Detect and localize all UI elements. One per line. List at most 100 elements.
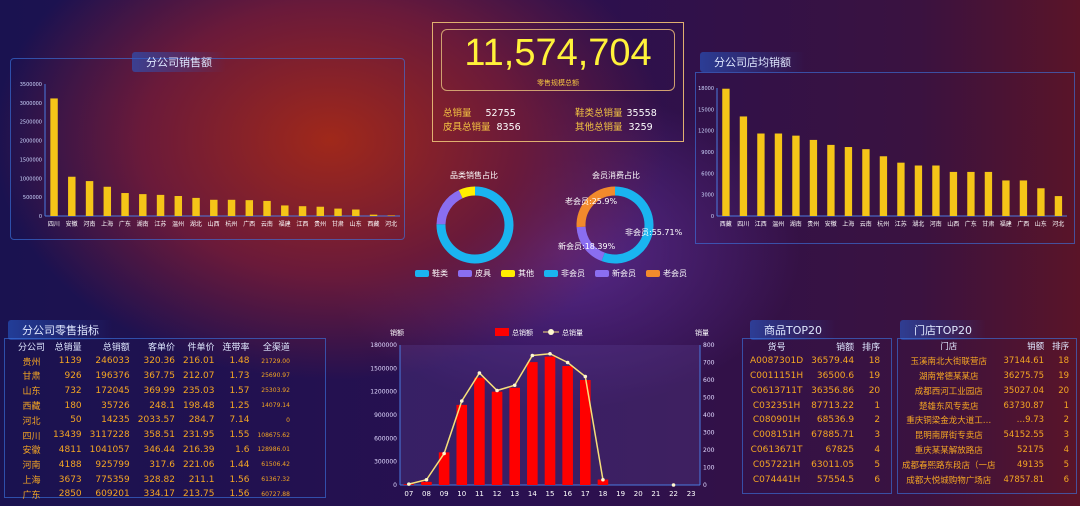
y-tick-label: 1800000 bbox=[370, 342, 397, 349]
table-cell: 196376 bbox=[95, 370, 130, 381]
qty-point-18 bbox=[601, 477, 605, 482]
table-cell: 6 bbox=[874, 474, 881, 485]
bar-15 bbox=[544, 356, 556, 485]
table-cell: C057221H bbox=[752, 459, 801, 470]
table-row[interactable]: 河北 50 14235 2033.57 284.7 7.14 0 bbox=[14, 413, 294, 428]
table-cell: 3 bbox=[1063, 430, 1070, 441]
x-tick-label: 福建 bbox=[1000, 220, 1012, 228]
sales-panel-title: 分公司销售额 bbox=[132, 52, 226, 72]
table-cell: 山东 bbox=[22, 387, 41, 398]
table-row[interactable]: 玉溪南北大街联营店 37144.61 18 bbox=[898, 354, 1073, 369]
table-cell: 0 bbox=[286, 416, 290, 424]
column-header[interactable]: 总销量 bbox=[54, 342, 82, 353]
x-tick-label: 江西 bbox=[296, 221, 308, 228]
column-header[interactable]: 全渠道 bbox=[262, 342, 290, 353]
retail-panel-frame bbox=[4, 338, 326, 498]
column-header[interactable]: 件单价 bbox=[187, 342, 215, 353]
category-donut-title: 品类销售占比 bbox=[450, 171, 498, 180]
table-row[interactable]: C0613711T 36356.86 20 bbox=[746, 383, 884, 398]
table-row[interactable]: 昆明南屏街专卖店 54152.55 3 bbox=[898, 428, 1073, 443]
legend-shoes[interactable]: 鞋类 bbox=[415, 268, 448, 279]
table-row[interactable]: C057221H 63011.05 5 bbox=[746, 457, 884, 472]
table-row[interactable]: 西藏 180 35726 248.1 198.48 1.25 14079.14 bbox=[14, 398, 294, 413]
table-row[interactable]: 成都大悦城购物广场店 47857.81 6 bbox=[898, 472, 1073, 487]
table-cell: 68536.9 bbox=[816, 415, 855, 426]
table-row[interactable]: C032351H 87713.22 1 bbox=[746, 398, 884, 413]
table-row[interactable]: 广东 2850 609201 334.17 213.75 1.56 60727.88 bbox=[14, 487, 294, 502]
table-cell: 18 bbox=[1058, 356, 1070, 367]
table-cell: 安徽 bbox=[22, 446, 41, 457]
table-cell: 212.07 bbox=[182, 370, 215, 381]
table-row[interactable]: 重庆铜梁金龙大道工… …9.73 2 bbox=[898, 413, 1073, 428]
column-header[interactable]: 排序 bbox=[1052, 342, 1070, 353]
table-cell: 4 bbox=[1063, 444, 1070, 455]
table-cell: 西藏 bbox=[22, 402, 41, 413]
table-row[interactable]: C074441H 57554.5 6 bbox=[746, 472, 884, 487]
legend-leather[interactable]: 皮具 bbox=[458, 268, 491, 279]
bar-湖北 bbox=[192, 197, 200, 216]
bar-山东 bbox=[1037, 188, 1045, 216]
table-cell: 732 bbox=[64, 385, 82, 396]
legend-non-member[interactable]: 非会员 bbox=[544, 268, 585, 279]
legend-old-member[interactable]: 老会员 bbox=[646, 268, 687, 279]
column-header[interactable]: 销额 bbox=[1027, 342, 1045, 353]
table-row[interactable]: C080901H 68536.9 2 bbox=[746, 413, 884, 428]
column-header[interactable]: 排序 bbox=[862, 342, 881, 353]
column-header[interactable]: 门店 bbox=[940, 342, 958, 353]
table-row[interactable]: 湖南常德某某店 36275.75 19 bbox=[898, 369, 1073, 384]
table-header: 门店 销额 排序 bbox=[898, 339, 1073, 354]
table-cell: 36579.44 bbox=[811, 356, 855, 367]
table-row[interactable]: C0011151H 36500.6 19 bbox=[746, 369, 884, 384]
x-tick-label: 山东 bbox=[350, 220, 362, 228]
table-cell: 2 bbox=[1063, 415, 1070, 426]
stat-shoes-qty: 鞋类总销量 35558 bbox=[575, 108, 657, 119]
bar-河北 bbox=[1054, 196, 1063, 216]
qty-point-22 bbox=[671, 483, 676, 487]
table-row[interactable]: 四川 13439 3117228 358.51 231.95 1.55 108675.62 bbox=[14, 428, 294, 443]
table-row[interactable]: 楚雄东风专卖店 63730.87 1 bbox=[898, 398, 1073, 413]
table-cell: 2 bbox=[874, 415, 881, 426]
y-tick-label: 0 bbox=[39, 214, 42, 220]
bar-08 bbox=[421, 481, 432, 485]
table-cell: 1.57 bbox=[229, 385, 250, 396]
bar-湖北 bbox=[914, 165, 923, 216]
table-cell: 4188 bbox=[58, 459, 82, 470]
table-cell: 2033.57 bbox=[137, 415, 175, 426]
table-cell: 14235 bbox=[101, 415, 130, 426]
qty-line bbox=[408, 352, 604, 485]
bar-湖南 bbox=[792, 135, 800, 216]
avg-bar-chart: 0 3000 6000 9000 12000 15000 18000 西藏 四川 江西 温州 湖南 贵州… bbox=[698, 86, 1067, 228]
table-header: 分公司 总销量 总销额 客单价 件单价 连带率 全渠道 bbox=[14, 339, 294, 354]
column-header[interactable]: 销额 bbox=[836, 342, 855, 353]
table-row[interactable]: A0087301D 36579.44 18 bbox=[746, 354, 884, 369]
table-row[interactable]: 成都西河工业园店 35027.04 20 bbox=[898, 383, 1073, 398]
y2-tick-label: 6000 bbox=[703, 377, 715, 384]
table-row[interactable]: C008151H 67885.71 3 bbox=[746, 428, 884, 443]
bar-江苏 bbox=[156, 194, 165, 216]
column-header[interactable]: 货号 bbox=[767, 342, 786, 353]
stat-leather-qty: 皮具总销量 8356 bbox=[443, 122, 521, 133]
bar-上海 bbox=[103, 186, 112, 216]
legend-other[interactable]: 其他 bbox=[501, 268, 534, 279]
column-header[interactable]: 客单价 bbox=[147, 342, 175, 353]
total-sales-value: 11,574,704 bbox=[464, 32, 652, 74]
x-tick-label: 杭州 bbox=[225, 220, 237, 228]
legend-new-member[interactable]: 新会员 bbox=[595, 268, 636, 279]
table-row[interactable]: 上海 3673 775359 328.82 211.1 1.56 61367.32 bbox=[14, 472, 294, 487]
table-row[interactable]: 成都春熙路东段店（一店 49135 5 bbox=[898, 457, 1073, 472]
table-row[interactable]: 重庆某某解放路店 52175 4 bbox=[898, 443, 1073, 458]
table-row[interactable]: 河南 4188 925799 317.6 221.06 1.44 61506.42 bbox=[14, 457, 294, 472]
column-header[interactable]: 分公司 bbox=[18, 342, 46, 353]
table-cell: 1.6 bbox=[235, 444, 250, 455]
x-tick-label: 20 bbox=[634, 490, 643, 498]
x-tick-label: 上海 bbox=[842, 220, 854, 228]
table-row[interactable]: 山东 732 172045 369.99 235.03 1.57 25303.92 bbox=[14, 383, 294, 398]
table-cell: 1041057 bbox=[89, 444, 130, 455]
x-tick-label: 19 bbox=[616, 490, 625, 498]
table-row[interactable]: 安徽 4811 1041057 346.44 216.39 1.6 128986.01 bbox=[14, 443, 294, 458]
table-row[interactable]: C0613671T 67825 4 bbox=[746, 443, 884, 458]
table-row[interactable]: 甘肃 926 196376 367.75 212.07 1.73 25690.97 bbox=[14, 369, 294, 384]
table-row[interactable]: 贵州 1139 246033 320.36 216.01 1.48 21729.00 bbox=[14, 354, 294, 369]
column-header[interactable]: 总销额 bbox=[102, 342, 130, 353]
column-header[interactable]: 连带率 bbox=[222, 342, 250, 353]
